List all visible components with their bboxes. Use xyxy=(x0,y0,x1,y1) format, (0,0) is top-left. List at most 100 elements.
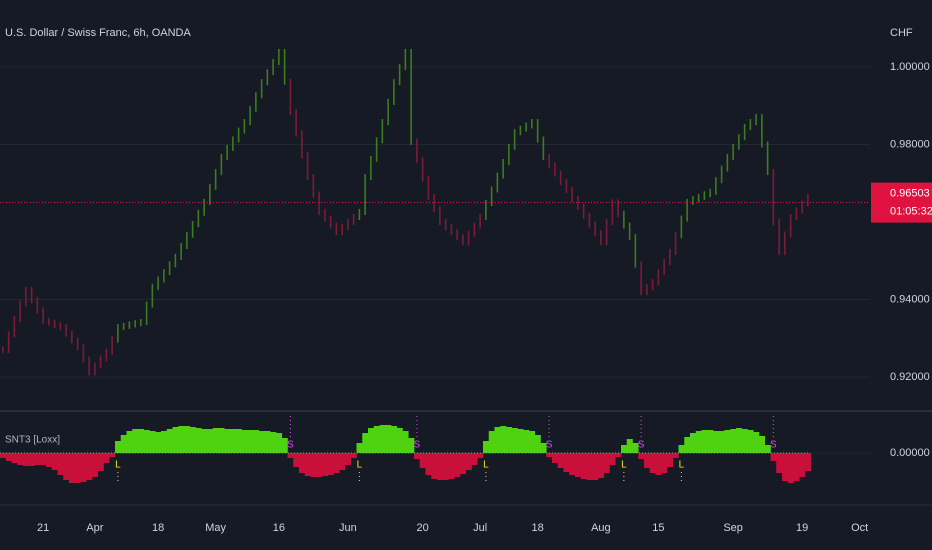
oscillator-column xyxy=(655,453,662,475)
oscillator-column xyxy=(247,430,254,453)
oscillator-column xyxy=(517,429,524,453)
oscillator-column xyxy=(379,425,386,453)
x-tick-label: 19 xyxy=(796,522,808,534)
oscillator-column xyxy=(776,453,783,473)
x-tick-label: Jul xyxy=(473,522,487,534)
y-tick-label: 0.94000 xyxy=(890,293,930,305)
x-tick-label: 15 xyxy=(652,522,664,534)
x-tick-label: 18 xyxy=(152,522,164,534)
oscillator-column xyxy=(753,432,760,453)
oscillator-column xyxy=(138,429,145,453)
oscillator-column xyxy=(431,453,438,479)
oscillator-column xyxy=(143,430,150,453)
oscillator-column xyxy=(701,430,708,453)
oscillator-column xyxy=(0,453,7,458)
oscillator-column xyxy=(511,428,518,453)
oscillator-column xyxy=(322,453,329,476)
oscillator-column xyxy=(764,445,771,453)
oscillator-column xyxy=(345,453,352,465)
oscillator-column xyxy=(425,453,432,475)
oscillator-column xyxy=(414,453,421,459)
buy-signal: L xyxy=(357,460,363,471)
oscillator-column xyxy=(442,453,449,480)
oscillator-column xyxy=(690,433,697,453)
oscillator-column xyxy=(212,428,219,453)
x-tick-label: Jun xyxy=(339,522,357,534)
oscillator-column xyxy=(310,453,317,477)
oscillator-column xyxy=(684,437,691,453)
sell-signal: S xyxy=(414,440,421,451)
x-tick-label: Sep xyxy=(723,522,743,534)
oscillator-column xyxy=(460,453,467,474)
oscillator-column xyxy=(661,453,668,473)
oscillator-column xyxy=(316,453,323,477)
y-tick-label: 0.98000 xyxy=(890,138,930,150)
y-tick-label: 1.00000 xyxy=(890,61,930,73)
oscillator-column xyxy=(276,433,283,453)
oscillator-column xyxy=(609,453,616,465)
countdown: 01:05:32 xyxy=(890,205,932,217)
oscillator-column xyxy=(103,453,110,463)
oscillator-column xyxy=(465,453,472,470)
last-price-box xyxy=(871,182,932,223)
oscillator-column xyxy=(592,453,599,480)
oscillator-column xyxy=(362,433,369,453)
oscillator-column xyxy=(540,443,547,453)
indicator-title: SNT3 [Loxx] xyxy=(5,435,60,446)
oscillator-column xyxy=(264,431,271,453)
oscillator-column xyxy=(736,428,743,453)
oscillator-column xyxy=(373,426,380,453)
oscillator-column xyxy=(86,453,93,480)
oscillator-column xyxy=(350,453,357,458)
oscillator-column xyxy=(557,453,564,468)
oscillator-column xyxy=(28,453,35,466)
oscillator-column xyxy=(598,453,605,478)
oscillator-column xyxy=(626,439,633,453)
oscillator-column xyxy=(793,453,800,481)
buy-signal: L xyxy=(679,460,685,471)
oscillator-column xyxy=(339,453,346,470)
oscillator-column xyxy=(437,453,444,480)
oscillator-column xyxy=(293,453,300,467)
oscillator-column xyxy=(644,453,651,468)
oscillator-column xyxy=(218,428,225,453)
oscillator-column xyxy=(120,435,127,453)
oscillator-column xyxy=(782,453,789,481)
oscillator-column xyxy=(575,453,582,477)
oscillator-column xyxy=(184,426,191,453)
oscillator-column xyxy=(327,453,334,475)
oscillator-column xyxy=(494,427,501,453)
oscillator-column xyxy=(304,453,311,476)
x-tick-label: Oct xyxy=(851,522,868,534)
x-tick-label: Apr xyxy=(86,522,103,534)
oscillator-column xyxy=(523,430,530,453)
oscillator-column xyxy=(195,428,202,453)
oscillator-column xyxy=(695,431,702,453)
oscillator-column xyxy=(638,453,645,459)
oscillator-column xyxy=(17,453,24,465)
oscillator-column xyxy=(707,430,714,453)
oscillator-column xyxy=(224,429,231,453)
oscillator-column xyxy=(241,430,248,453)
oscillator-column xyxy=(63,453,70,480)
oscillator-column xyxy=(546,453,553,457)
oscillator-column xyxy=(132,429,139,453)
buy-signal: L xyxy=(115,460,121,471)
oscillator-column xyxy=(5,453,12,461)
oscillator-column xyxy=(166,429,173,453)
y-tick-label: 0.00000 xyxy=(890,447,930,459)
oscillator-column xyxy=(385,425,392,453)
oscillator-column xyxy=(74,453,81,483)
oscillator-column xyxy=(161,431,168,453)
oscillator-column xyxy=(109,453,116,457)
oscillator-column xyxy=(97,453,104,471)
oscillator-column xyxy=(580,453,587,479)
oscillator-column xyxy=(603,453,610,473)
oscillator-column xyxy=(281,438,288,453)
oscillator-column xyxy=(57,453,64,475)
x-tick-label: Aug xyxy=(591,522,611,534)
oscillator-column xyxy=(253,430,260,453)
buy-signal: L xyxy=(621,460,627,471)
oscillator-column xyxy=(529,431,536,453)
